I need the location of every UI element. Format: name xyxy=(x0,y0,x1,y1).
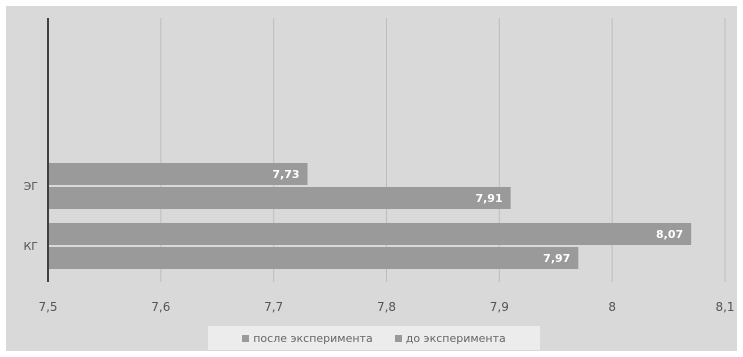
bar xyxy=(48,247,579,269)
legend-label-before: до эксперимента xyxy=(405,331,506,345)
y-category-label: КГ xyxy=(23,240,38,253)
data-label: 7,91 xyxy=(475,192,502,205)
legend: после эксперимента до эксперимента xyxy=(208,326,540,350)
bar xyxy=(48,163,308,185)
legend-item-before: до эксперимента xyxy=(394,331,506,345)
x-tick-label: 7,5 xyxy=(38,300,57,314)
y-category-label: ЭГ xyxy=(24,180,39,193)
bar xyxy=(48,223,692,245)
x-tick-label: 7,7 xyxy=(264,300,283,314)
x-tick-label: 7,6 xyxy=(151,300,170,314)
x-tick-label: 7,8 xyxy=(377,300,396,314)
data-label: 7,73 xyxy=(272,168,299,181)
data-label: 7,97 xyxy=(543,252,570,265)
x-tick-label: 8,1 xyxy=(715,300,734,314)
x-tick-label: 8 xyxy=(608,300,616,314)
x-tick-label: 7,9 xyxy=(490,300,509,314)
data-label: 8,07 xyxy=(656,228,683,241)
bar xyxy=(48,187,511,209)
legend-label-after: после эксперимента xyxy=(253,331,373,345)
legend-swatch-before xyxy=(394,334,402,342)
legend-item-after: после эксперимента xyxy=(242,332,373,345)
legend-swatch-after xyxy=(242,334,250,342)
